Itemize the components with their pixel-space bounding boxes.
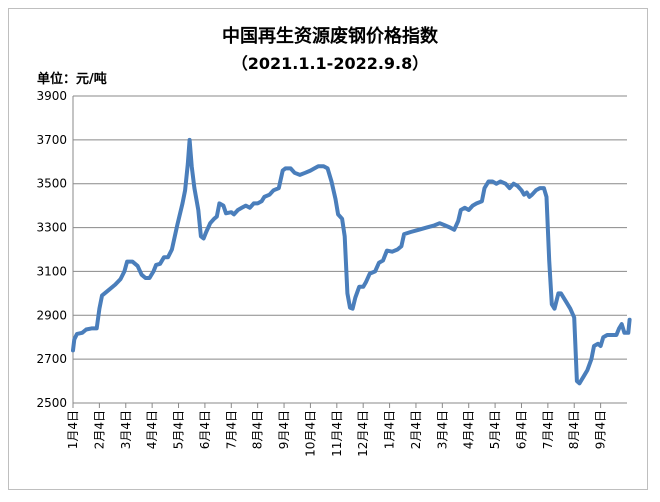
x-tick-label: 12月4日 (356, 410, 370, 457)
y-tick-label: 2900 (36, 308, 67, 322)
x-tick-label: 1月4日 (383, 410, 397, 449)
gridlines (73, 95, 627, 404)
x-tick-label: 11月4日 (330, 410, 344, 457)
x-tick-label: 2月4日 (409, 410, 423, 449)
chart-frame (8, 8, 648, 490)
x-tick-label: 4月4日 (462, 410, 476, 449)
y-axis-unit-label: 单位：元/吨 (37, 72, 107, 87)
y-tick-label: 2700 (36, 352, 67, 366)
y-axis-ticks: 2500 2700 2900 3100 3300 3500 3700 3900 (36, 89, 67, 410)
chart-subtitle: （2021.1.1-2022.9.8） (231, 54, 429, 73)
x-tick-label: 8月4日 (251, 410, 265, 449)
x-tick-label: 3月4日 (119, 410, 133, 449)
series-group (71, 137, 632, 386)
x-tick-label: 7月4日 (224, 410, 238, 449)
chart-title: 中国再生资源废钢价格指数 (222, 26, 438, 47)
series-line (71, 137, 632, 386)
x-tick-label: 1月4日 (66, 410, 80, 449)
x-tick-label: 5月4日 (172, 410, 186, 449)
x-tick-label: 2月4日 (92, 410, 106, 449)
x-tick-label: 4月4日 (145, 410, 159, 449)
x-axis-ticks: 1月4日 2月4日 3月4日 4月4日 5月4日 6月4日 7月4日 8月4日 9月4日 10月4… (66, 403, 608, 457)
x-tick-label: 5月4日 (488, 410, 502, 449)
x-tick-label: 7月4日 (541, 410, 555, 449)
y-tick-label: 3700 (36, 133, 67, 147)
x-tick-label: 9月4日 (277, 410, 291, 449)
y-tick-label: 3100 (36, 264, 67, 278)
x-tick-label: 6月4日 (514, 410, 528, 449)
y-tick-label: 3300 (36, 221, 67, 235)
y-tick-label: 2500 (36, 396, 67, 410)
x-tick-label: 6月4日 (198, 410, 212, 449)
x-tick-label: 9月4日 (594, 410, 608, 449)
y-tick-label: 3900 (36, 89, 67, 103)
x-tick-label: 10月4日 (303, 410, 317, 457)
x-tick-label: 3月4日 (435, 410, 449, 449)
x-tick-label: 8月4日 (567, 410, 581, 449)
y-tick-label: 3500 (36, 177, 67, 191)
